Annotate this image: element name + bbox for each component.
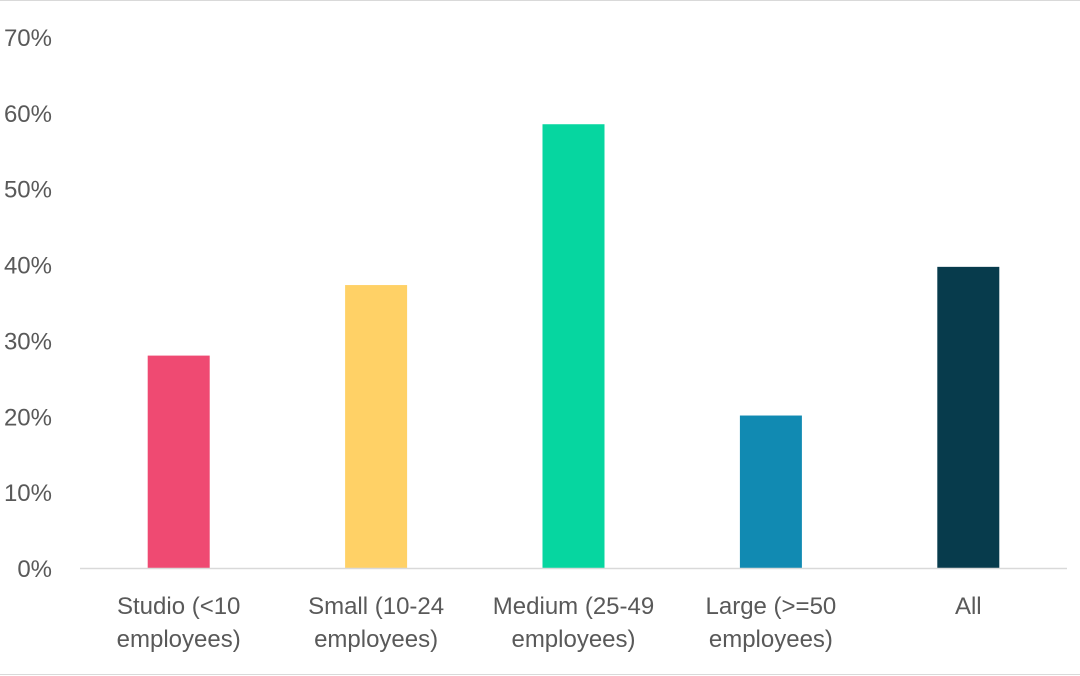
y-tick-label: 40% <box>4 253 52 280</box>
y-tick-label: 30% <box>4 328 52 355</box>
bar <box>739 415 802 568</box>
y-tick-label: 20% <box>4 404 52 431</box>
y-tick-label: 0% <box>17 556 52 583</box>
x-tick-label: Medium (25-49 employees) <box>493 593 654 653</box>
y-tick-label: 10% <box>4 480 52 507</box>
x-axis-ticks: Studio (<10 employees) Small (10-24 employe… <box>117 593 982 653</box>
x-tick-label: Large (>=50 employees) <box>706 593 837 653</box>
bar <box>937 266 1000 568</box>
y-axis-ticks: 0% 10% 20% 30% 40% 50% 60% 70% <box>4 25 52 583</box>
x-tick-label: All <box>955 593 982 620</box>
y-tick-label: 60% <box>4 101 52 128</box>
bar <box>147 355 210 568</box>
bars <box>147 124 1000 568</box>
bar <box>345 285 408 568</box>
y-tick-label: 50% <box>4 177 52 204</box>
bar <box>542 124 605 568</box>
x-tick-label: Small (10-24 employees) <box>308 593 444 653</box>
x-tick-label: Studio (<10 employees) <box>117 593 241 653</box>
y-tick-label: 70% <box>4 25 52 52</box>
